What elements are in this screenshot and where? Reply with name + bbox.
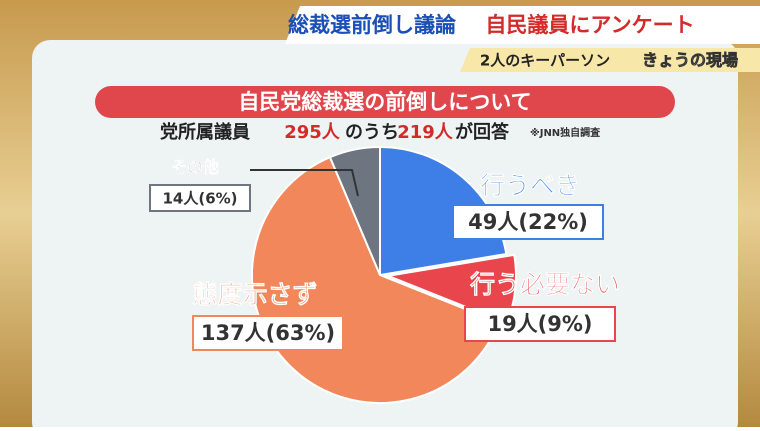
headline-b: 自民議員にアンケート — [485, 13, 694, 37]
value-label: 19人(9%) — [487, 312, 592, 336]
subtitle-part: 295人 — [284, 122, 341, 143]
subtitle-part: 219人 — [397, 122, 454, 143]
subline: 2人のキーパーソン — [480, 52, 610, 70]
subtitle-part: が回答 — [455, 121, 510, 143]
value-box — [452, 204, 604, 240]
slice-name: その他 — [171, 158, 219, 177]
slice-name: 態度示さず — [192, 280, 317, 309]
chart-title: 自民党総裁選の前倒しについて — [238, 90, 531, 114]
pie-slice — [328, 145, 381, 276]
slice-name: 行う必要ない — [469, 270, 620, 299]
value-label: 137人(63%) — [201, 321, 335, 345]
title-banner — [95, 86, 675, 118]
value-box — [464, 306, 616, 342]
subtitle-part: 党所属議員 — [160, 121, 250, 143]
value-box — [149, 184, 251, 212]
slice-name: 行うべき — [479, 171, 580, 200]
logo: きょうの現場 — [642, 51, 738, 70]
headline-box — [285, 6, 760, 44]
value-label: 14人(6%) — [162, 190, 237, 208]
value-label: 49人(22%) — [468, 210, 588, 234]
subtitle-part: のうち — [345, 122, 399, 143]
note: ※JNN独自調査 — [530, 126, 601, 139]
value-box — [192, 315, 344, 351]
leader-line — [250, 169, 359, 197]
subline-box — [460, 48, 760, 72]
headline-a: 総裁選前倒し議論 — [288, 13, 457, 37]
